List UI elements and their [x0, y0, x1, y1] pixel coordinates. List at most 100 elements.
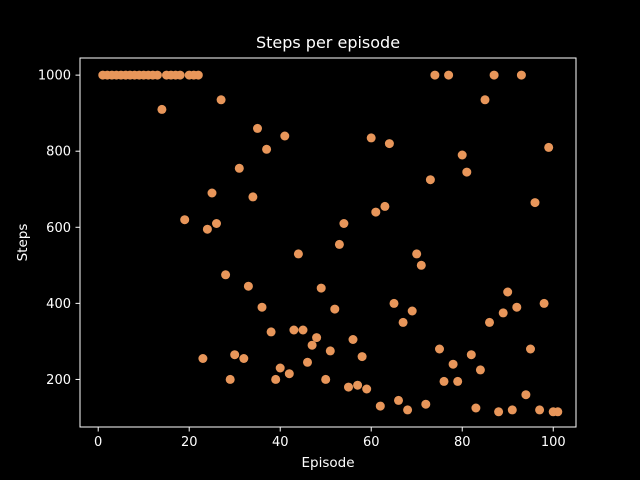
data-point [334, 239, 344, 249]
y-axis-title: Steps [15, 224, 31, 262]
data-point [403, 405, 413, 415]
y-tick-label: 200 [46, 373, 71, 388]
data-point [521, 390, 531, 400]
data-point [430, 70, 440, 80]
x-axis-ticks: 0 20 40 60 80 100 [94, 427, 566, 450]
data-point [475, 365, 485, 375]
data-point [535, 405, 545, 415]
data-point [330, 304, 340, 314]
data-point [366, 133, 376, 143]
x-tick-label: 80 [454, 435, 471, 450]
data-point [530, 198, 540, 208]
x-tick-label: 60 [363, 435, 380, 450]
data-point [416, 260, 426, 270]
data-point [339, 219, 349, 228]
data-point [435, 344, 444, 354]
data-point [494, 407, 504, 417]
data-point [444, 70, 454, 80]
x-tick-label: 100 [541, 435, 566, 450]
data-point [212, 219, 221, 228]
y-tick-label: 600 [46, 221, 71, 236]
x-axis-title: Episode [301, 455, 354, 471]
data-point [425, 175, 435, 185]
data-point [321, 374, 331, 384]
data-point [544, 142, 554, 152]
data-point [466, 350, 476, 360]
data-point [553, 407, 563, 417]
data-point [375, 401, 385, 411]
data-point [539, 298, 549, 308]
data-point [248, 192, 258, 202]
y-tick-label: 800 [46, 145, 71, 160]
data-point [498, 308, 508, 318]
chart-title: Steps per episode [256, 33, 400, 52]
data-point [485, 317, 494, 327]
data-point [462, 167, 472, 177]
data-point [262, 144, 272, 154]
y-axis-ticks: 200 400 600 800 1000 [38, 69, 80, 388]
data-point [243, 281, 253, 291]
data-point [284, 369, 294, 379]
data-point [239, 354, 249, 363]
data-point [325, 346, 335, 356]
data-point [175, 70, 185, 80]
data-point [353, 380, 363, 390]
data-point [480, 95, 490, 105]
data-point [398, 317, 408, 327]
data-point [407, 306, 417, 316]
data-point [303, 357, 312, 367]
data-point [448, 359, 458, 369]
data-point [362, 384, 372, 394]
data-point [216, 95, 226, 105]
x-tick-label: 40 [272, 435, 289, 450]
y-tick-label: 1000 [38, 69, 71, 84]
data-point [275, 363, 285, 373]
data-point [307, 340, 317, 350]
data-point [344, 382, 353, 392]
data-point [253, 123, 262, 133]
data-point [526, 344, 535, 354]
x-tick-label: 0 [94, 435, 102, 450]
data-point [202, 224, 212, 234]
x-tick-label: 20 [181, 435, 198, 450]
data-point [152, 70, 162, 80]
data-point [357, 352, 367, 362]
data-point [380, 201, 390, 211]
data-point [193, 70, 203, 80]
data-point [198, 354, 208, 363]
data-point [394, 395, 403, 405]
plot-area [79, 57, 577, 428]
data-point [507, 405, 517, 415]
data-point [439, 376, 449, 386]
data-points [98, 70, 563, 417]
data-point [180, 215, 190, 225]
data-point [489, 70, 499, 80]
data-point [280, 131, 290, 141]
data-point [453, 376, 463, 386]
data-point [371, 207, 381, 217]
data-point [266, 327, 276, 337]
data-point [412, 249, 422, 259]
data-point [157, 104, 167, 114]
data-point [348, 335, 358, 344]
data-point [271, 374, 281, 384]
data-point [225, 374, 235, 384]
data-point [207, 188, 217, 198]
data-point [312, 333, 322, 343]
data-point [230, 350, 240, 360]
data-point [289, 325, 299, 335]
data-point [293, 249, 303, 259]
data-point [221, 270, 231, 280]
data-point [512, 302, 522, 312]
data-point [257, 302, 267, 312]
data-point [298, 325, 308, 335]
data-point [384, 139, 394, 149]
data-point [421, 399, 431, 409]
data-point [516, 70, 526, 80]
data-point [316, 283, 326, 293]
y-tick-label: 400 [46, 297, 71, 312]
data-point [471, 403, 481, 413]
data-point [503, 287, 513, 297]
